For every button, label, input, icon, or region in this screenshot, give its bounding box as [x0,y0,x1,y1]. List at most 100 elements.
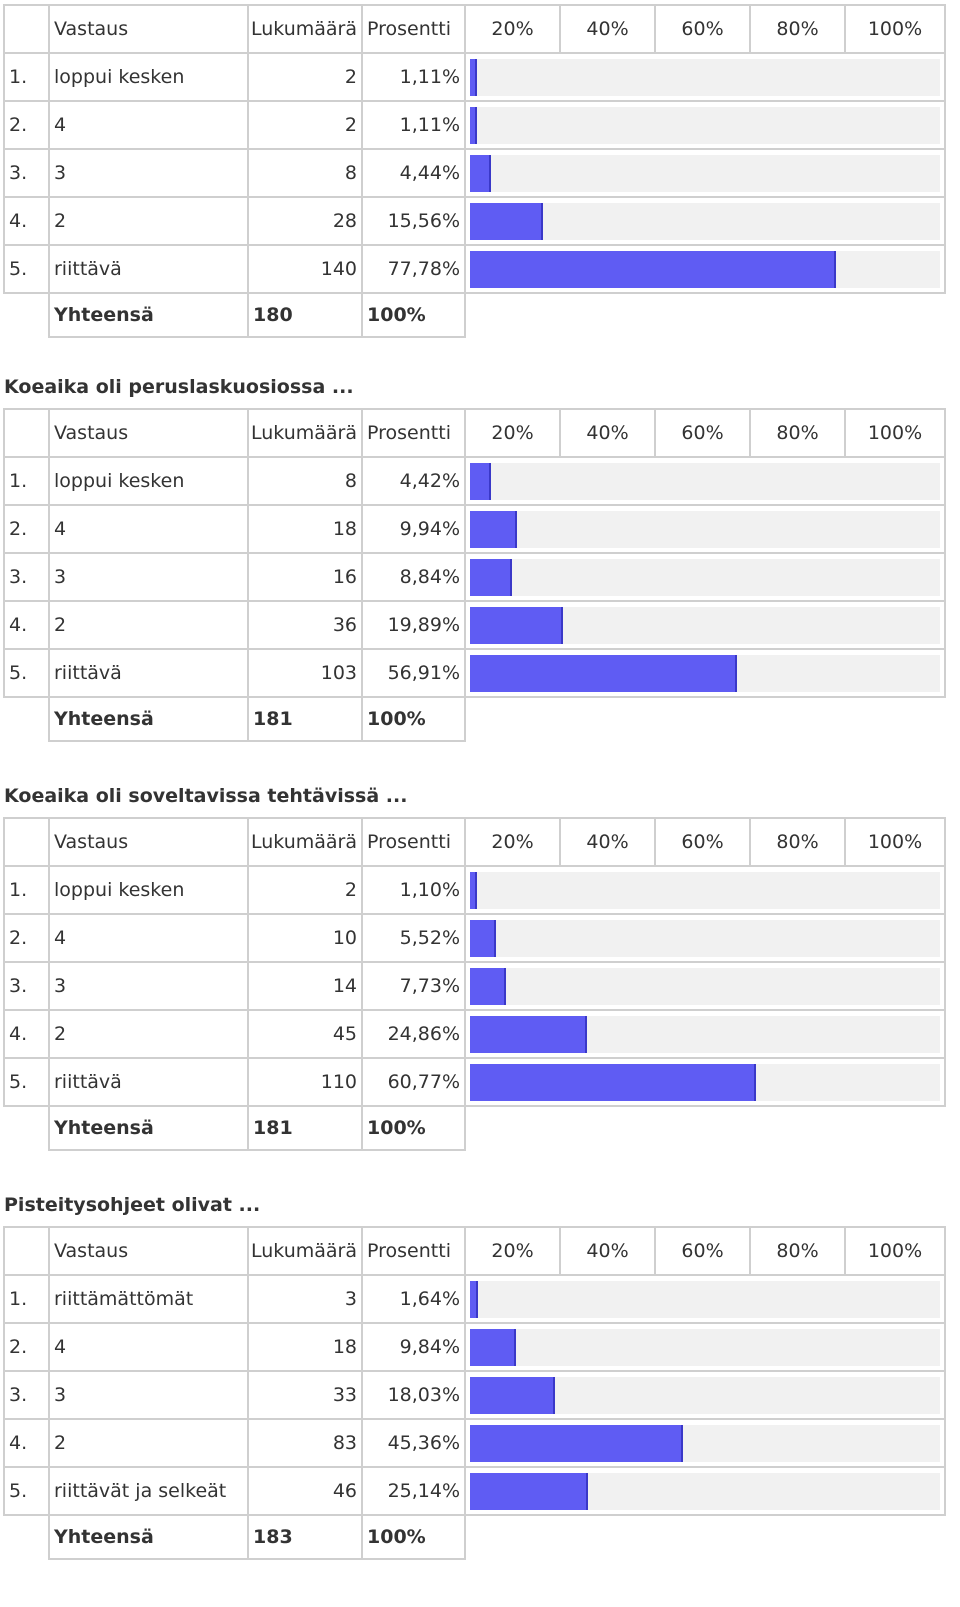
bar-cell [464,52,947,102]
result-section: Vastaus Lukumäärä Prosentti 20% 40% 60% 80% 100… [0,0,960,420]
row-number: 2. [3,504,50,554]
bar-cell [464,552,947,602]
row-count: 14 [246,961,364,1011]
bar-track [470,510,941,548]
bar-cell [464,504,947,554]
row-answer: 2 [48,196,249,246]
row-number: 5. [3,648,50,698]
row-number: 2. [3,100,50,150]
row-number: 5. [3,1057,50,1107]
header-answer: Vastaus [48,4,249,54]
bar-cell [464,913,947,963]
table-row: 3. 3 14 7,73% [3,961,947,1011]
percent-bar [470,250,836,288]
table-row: 2. 4 2 1,11% [3,100,947,150]
header-percent: Prosentti [361,1226,467,1276]
row-number: 4. [3,1009,50,1059]
row-answer: loppui kesken [48,456,249,506]
header-row: Vastaus Lukumäärä Prosentti 20% 40% 60% 80% 100… [3,408,947,458]
scale-label: 100% [844,1226,947,1276]
total-row: Yhteensä 181 100% [4,696,945,742]
bar-cell [464,648,947,698]
bar-track [470,250,941,288]
percent-bar [470,871,478,909]
header-percent: Prosentti [361,4,467,54]
row-percent: 9,84% [361,1322,467,1372]
row-percent: 4,42% [361,456,467,506]
scale-label: 100% [844,408,947,458]
row-answer: 2 [48,1009,249,1059]
row-percent: 60,77% [361,1057,467,1107]
row-answer: riittävä [48,244,249,294]
row-count: 110 [246,1057,364,1107]
row-percent: 77,78% [361,244,467,294]
row-number: 1. [3,456,50,506]
bar-cell [464,1274,947,1324]
question-title: Koeaika oli peruslaskuosiossa ... [4,376,354,398]
total-spacer [4,293,49,337]
total-label: Yhteensä [48,292,249,338]
row-answer: 4 [48,504,249,554]
row-percent: 1,64% [361,1274,467,1324]
header-percent: Prosentti [361,817,467,867]
header-count: Lukumäärä [246,1226,364,1276]
total-percent: 100% [361,696,467,742]
percent-bar [470,106,478,144]
row-answer: 4 [48,913,249,963]
total-spacer [4,1106,49,1150]
scale-label: 100% [844,4,947,54]
row-number: 4. [3,1418,50,1468]
result-section: Koeaika oli soveltavissa tehtävissä ... V… [0,775,960,1195]
bar-track [470,1328,941,1366]
row-count: 16 [246,552,364,602]
scale-label: 80% [749,4,847,54]
percent-bar [470,967,507,1005]
row-count: 45 [246,1009,364,1059]
bar-track [470,1280,941,1318]
percent-bar [470,58,478,96]
row-number: 4. [3,196,50,246]
row-answer: 3 [48,552,249,602]
scale-label: 40% [559,1226,657,1276]
row-percent: 18,03% [361,1370,467,1420]
bar-track [470,202,941,240]
total-count: 181 [246,1105,364,1151]
row-count: 18 [246,504,364,554]
table-row: 4. 2 45 24,86% [3,1009,947,1059]
row-percent: 56,91% [361,648,467,698]
scale-label: 40% [559,4,657,54]
header-row: Vastaus Lukumäärä Prosentti 20% 40% 60% 80% 100… [3,4,947,54]
scale-label: 20% [464,1226,562,1276]
total-row: Yhteensä 183 100% [4,1514,945,1560]
table-row: 4. 2 83 45,36% [3,1418,947,1468]
results-table: Vastaus Lukumäärä Prosentti 20% 40% 60% 80% 100… [3,1226,947,1560]
row-percent: 19,89% [361,600,467,650]
row-answer: riittävät ja selkeät [48,1466,249,1516]
table-row: 5. riittävät ja selkeät 46 25,14% [3,1466,947,1516]
percent-bar [470,510,517,548]
table-row: 2. 4 18 9,84% [3,1322,947,1372]
bar-cell [464,244,947,294]
bar-cell [464,1322,947,1372]
total-label: Yhteensä [48,1514,249,1560]
total-percent: 100% [361,1105,467,1151]
percent-bar [470,462,491,500]
table-row: 3. 3 8 4,44% [3,148,947,198]
row-count: 28 [246,196,364,246]
percent-bar [470,1280,478,1318]
row-number: 1. [3,1274,50,1324]
table-row: 4. 2 28 15,56% [3,196,947,246]
percent-bar [470,1015,587,1053]
percent-bar [470,1424,684,1462]
table-row: 1. loppui kesken 8 4,42% [3,456,947,506]
table-row: 4. 2 36 19,89% [3,600,947,650]
total-percent: 100% [361,1514,467,1560]
row-percent: 25,14% [361,1466,467,1516]
bar-track [470,106,941,144]
header-num [3,1226,50,1276]
header-answer: Vastaus [48,1226,249,1276]
row-number: 3. [3,552,50,602]
scale-label: 80% [749,1226,847,1276]
results-table: Vastaus Lukumäärä Prosentti 20% 40% 60% 80% 100… [3,408,947,742]
row-number: 4. [3,600,50,650]
